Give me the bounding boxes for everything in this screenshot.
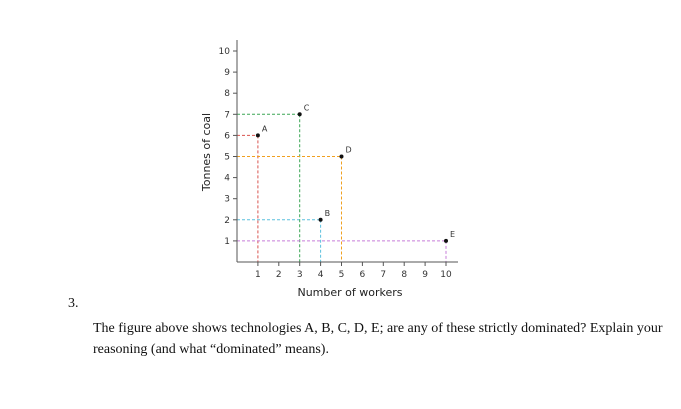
x-tick-label: 8 [401,270,407,280]
point-label-E: E [450,230,455,239]
y-tick-label: 8 [224,89,230,99]
point-A [255,133,260,138]
y-tick-label: 6 [224,131,230,141]
point-label-B: B [325,209,331,218]
point-B [318,217,323,222]
point-label-A: A [262,124,268,133]
y-tick-label: 7 [224,110,230,120]
y-tick-label: 9 [224,68,230,78]
point-label-C: C [304,103,310,112]
y-tick-label: 3 [224,195,230,205]
question-number: 3. [68,296,79,311]
technology-chart: 1 2 3 4 5 6 7 8 9 10 1 2 3 4 5 6 7 8 9 10 A B C D E Number of … [200,40,458,299]
y-tick-label: 2 [224,216,230,226]
data-points: A B C D E [255,103,455,243]
y-tick-label: 5 [224,153,230,163]
axes [236,40,458,263]
y-tick-label: 10 [219,47,231,57]
x-tick-label: 10 [440,270,452,280]
x-axis-label: Number of workers [297,286,402,299]
x-tick-label: 9 [422,270,428,280]
x-tick-label: 2 [276,270,282,280]
point-label-D: D [346,146,352,155]
x-ticks: 1 2 3 4 5 6 7 8 9 10 [255,262,452,280]
point-D [339,154,344,159]
y-axis-label: Tonnes of coal [200,113,213,192]
x-tick-label: 5 [339,270,345,280]
question-text: The figure above shows technologies A, B… [93,321,663,357]
y-tick-label: 4 [224,174,230,184]
x-tick-label: 3 [297,270,303,280]
y-ticks: 1 2 3 4 5 6 7 8 9 10 [219,47,237,247]
y-tick-label: 1 [224,237,230,247]
x-tick-label: 4 [318,270,324,280]
x-tick-label: 1 [255,270,261,280]
point-C [297,112,302,117]
x-tick-label: 6 [360,270,366,280]
x-tick-label: 7 [380,270,386,280]
guide-lines [237,113,447,262]
point-E [444,238,448,243]
